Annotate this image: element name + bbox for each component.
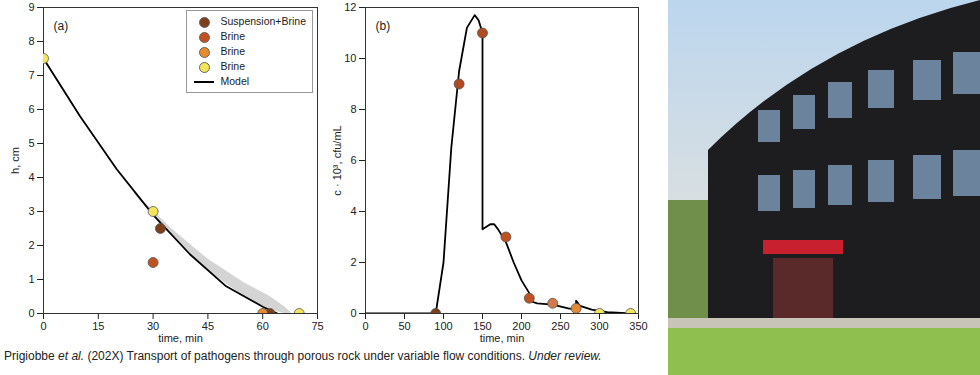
html-text:Brine: Brine — [220, 45, 245, 57]
svg-text:6: 6 — [28, 103, 34, 115]
html-text:Brine: Brine — [220, 60, 245, 72]
svg-text:c · 10³, cfu/mL: c · 10³, cfu/mL — [331, 125, 343, 195]
svg-text:350: 350 — [629, 320, 647, 332]
svg-text:7: 7 — [28, 69, 34, 81]
svg-text:100: 100 — [434, 320, 452, 332]
svg-text:15: 15 — [92, 320, 104, 332]
svg-text:2: 2 — [28, 239, 34, 251]
svg-text:4: 4 — [28, 171, 34, 183]
svg-text:0: 0 — [362, 320, 368, 332]
svg-text:8: 8 — [350, 103, 356, 115]
svg-text:time, min: time, min — [158, 332, 203, 344]
svg-text:2: 2 — [350, 256, 356, 268]
svg-text:0: 0 — [40, 320, 46, 332]
svg-text:12: 12 — [344, 1, 356, 13]
svg-text:4: 4 — [350, 205, 356, 217]
svg-text:6: 6 — [350, 154, 356, 166]
svg-text:300: 300 — [590, 320, 608, 332]
svg-text:0: 0 — [350, 307, 356, 319]
svg-text:9: 9 — [28, 1, 34, 13]
svg-text:200: 200 — [512, 320, 530, 332]
svg-text:8: 8 — [28, 35, 34, 47]
svg-text:(a): (a) — [54, 19, 69, 33]
html-text:Suspension+Brine: Suspension+Brine — [220, 15, 306, 27]
svg-text:(b): (b) — [376, 19, 391, 33]
svg-text:150: 150 — [473, 320, 491, 332]
html-text:Prigiobbe et al. (202X) Transp: Prigiobbe et al. (202X) Transport of pat… — [4, 349, 602, 363]
svg-text:50: 50 — [398, 320, 410, 332]
svg-text:5: 5 — [28, 137, 34, 149]
svg-text:30: 30 — [147, 320, 159, 332]
svg-text:time, min: time, min — [480, 332, 525, 344]
html-text:Model: Model — [220, 75, 250, 87]
svg-text:h, cm: h, cm — [9, 147, 21, 174]
html-text:Brine: Brine — [220, 30, 245, 42]
svg-text:60: 60 — [257, 320, 269, 332]
svg-text:75: 75 — [311, 320, 323, 332]
svg-text:1: 1 — [28, 273, 34, 285]
svg-text:3: 3 — [28, 205, 34, 217]
svg-text:45: 45 — [202, 320, 214, 332]
svg-text:250: 250 — [551, 320, 569, 332]
svg-text:0: 0 — [28, 307, 34, 319]
svg-text:10: 10 — [344, 52, 356, 64]
